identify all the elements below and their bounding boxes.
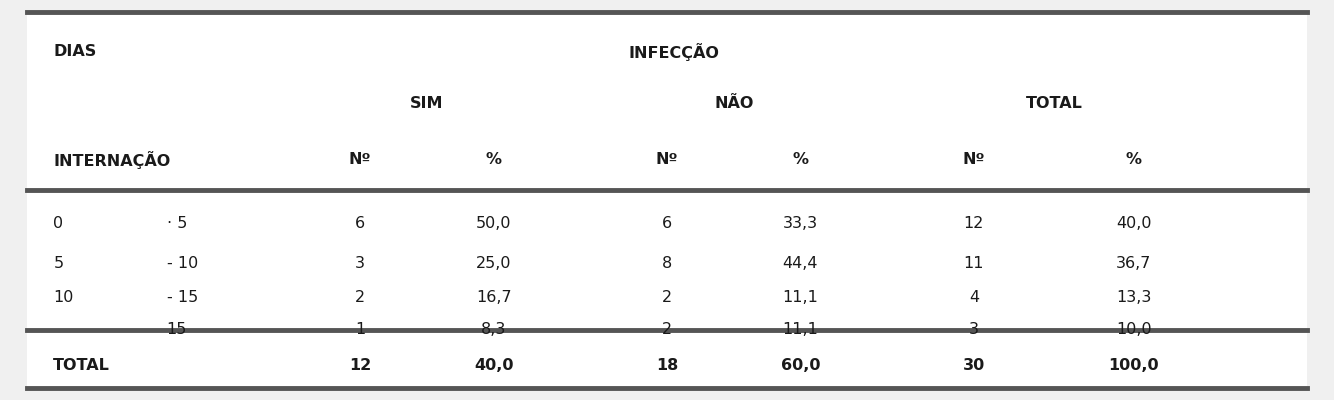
Text: %: % xyxy=(792,152,808,168)
Text: 10,0: 10,0 xyxy=(1117,322,1151,338)
Text: 3: 3 xyxy=(355,256,366,272)
Text: 33,3: 33,3 xyxy=(783,216,818,232)
Text: INFECÇÃO: INFECÇÃO xyxy=(628,43,719,61)
Text: TOTAL: TOTAL xyxy=(1026,96,1082,112)
Text: 4: 4 xyxy=(968,290,979,306)
Text: 6: 6 xyxy=(355,216,366,232)
Text: 2: 2 xyxy=(355,290,366,306)
Text: 18: 18 xyxy=(656,358,678,374)
Text: 0: 0 xyxy=(53,216,64,232)
Text: 2: 2 xyxy=(662,322,672,338)
Text: - 10: - 10 xyxy=(167,256,197,272)
Text: · 5: · 5 xyxy=(167,216,187,232)
Text: 40,0: 40,0 xyxy=(1117,216,1151,232)
Text: 50,0: 50,0 xyxy=(476,216,511,232)
Text: %: % xyxy=(1126,152,1142,168)
Text: 8: 8 xyxy=(662,256,672,272)
Text: 30: 30 xyxy=(963,358,984,374)
Text: 36,7: 36,7 xyxy=(1117,256,1151,272)
Text: 8,3: 8,3 xyxy=(480,322,507,338)
Text: 12: 12 xyxy=(963,216,984,232)
Text: 10: 10 xyxy=(53,290,73,306)
Text: 15: 15 xyxy=(167,322,187,338)
Text: 13,3: 13,3 xyxy=(1117,290,1151,306)
Text: 25,0: 25,0 xyxy=(476,256,511,272)
Text: TOTAL: TOTAL xyxy=(53,358,111,374)
Text: - 15: - 15 xyxy=(167,290,197,306)
Text: SIM: SIM xyxy=(410,96,444,112)
Text: %: % xyxy=(486,152,502,168)
Text: Nº: Nº xyxy=(963,152,984,168)
Text: 6: 6 xyxy=(662,216,672,232)
Text: DIAS: DIAS xyxy=(53,44,96,60)
Text: 12: 12 xyxy=(350,358,371,374)
Text: 100,0: 100,0 xyxy=(1109,358,1159,374)
Text: 11,1: 11,1 xyxy=(783,322,818,338)
Text: 44,4: 44,4 xyxy=(783,256,818,272)
FancyBboxPatch shape xyxy=(27,12,1307,388)
Text: Nº: Nº xyxy=(350,152,371,168)
Text: 16,7: 16,7 xyxy=(476,290,511,306)
Text: 1: 1 xyxy=(355,322,366,338)
Text: 2: 2 xyxy=(662,290,672,306)
Text: 5: 5 xyxy=(53,256,64,272)
Text: Nº: Nº xyxy=(656,152,678,168)
Text: 40,0: 40,0 xyxy=(474,358,514,374)
Text: 11,1: 11,1 xyxy=(783,290,818,306)
Text: 60,0: 60,0 xyxy=(780,358,820,374)
Text: 3: 3 xyxy=(968,322,979,338)
Text: NÃO: NÃO xyxy=(714,96,754,112)
Text: 11: 11 xyxy=(963,256,984,272)
Text: INTERNAÇÃO: INTERNAÇÃO xyxy=(53,151,171,169)
